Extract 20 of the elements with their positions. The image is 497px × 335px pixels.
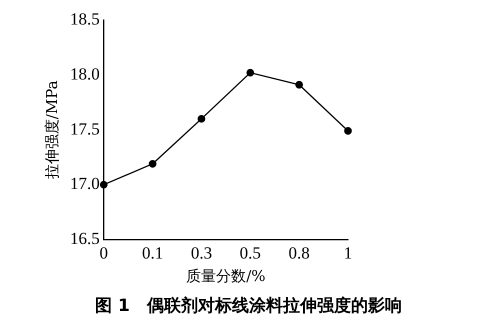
- y-tick-label: 17.5: [70, 119, 100, 138]
- point: [148, 160, 156, 168]
- x-axis-title: 质量分数/%: [186, 266, 266, 285]
- x-tick-label: 0: [100, 243, 108, 262]
- point: [246, 68, 254, 77]
- point: [100, 180, 108, 189]
- point: [344, 127, 352, 135]
- x-tick-label: 0.1: [142, 243, 164, 262]
- x-tick-label: 1: [344, 243, 352, 262]
- y-tick-label: 18.0: [70, 64, 100, 84]
- y-tick-label: 16.5: [70, 229, 100, 248]
- point: [198, 114, 206, 123]
- x-tick-label: 0.3: [190, 243, 212, 262]
- caption: 图 1 偶联剂对标线涂料拉伸强度的影响: [94, 295, 403, 317]
- point: [295, 80, 303, 89]
- y-axis-title: 拉伸强度/MPa: [42, 80, 61, 180]
- x-tick-label: 0.5: [240, 243, 261, 262]
- y-tick-label: 18.5: [70, 9, 100, 28]
- x-tick-label: 0.8: [288, 243, 310, 262]
- y-tick-label: 17.0: [70, 174, 100, 194]
